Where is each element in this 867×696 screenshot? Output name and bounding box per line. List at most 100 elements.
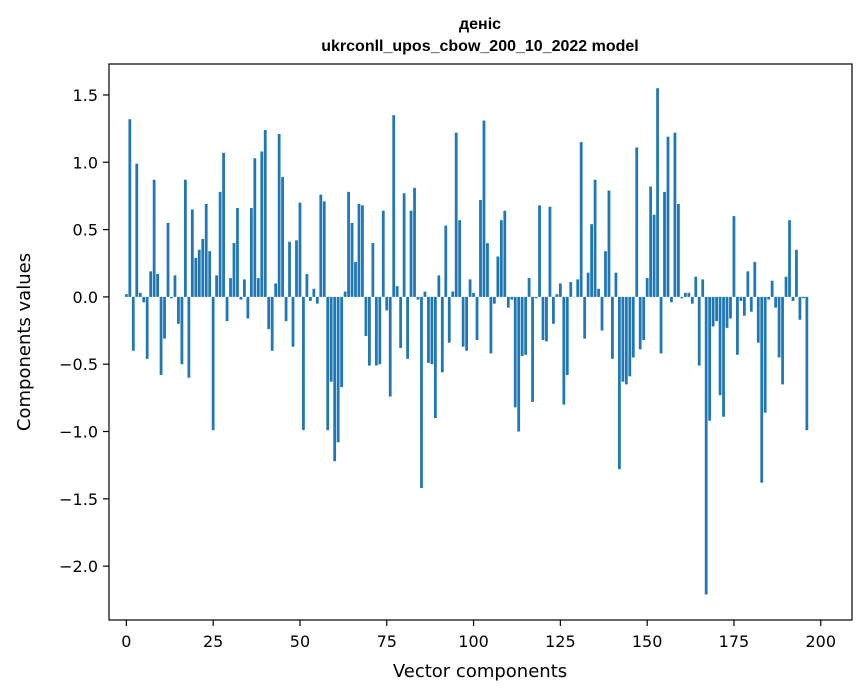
- x-tick-label: 200: [805, 632, 836, 651]
- x-tick-label: 50: [290, 632, 310, 651]
- bar-164: [694, 276, 698, 297]
- bar-124: [555, 294, 559, 297]
- bar-178: [742, 296, 746, 316]
- bar-16: [180, 296, 184, 365]
- bar-31: [232, 243, 236, 297]
- bar-42: [270, 296, 274, 351]
- x-tick-label: 150: [632, 632, 663, 651]
- bar-2: [131, 296, 135, 351]
- bar-181: [753, 261, 757, 297]
- bar-111: [510, 296, 514, 300]
- bar-20: [194, 257, 198, 297]
- bar-18: [187, 296, 191, 378]
- bar-134: [590, 224, 593, 297]
- bar-50: [298, 202, 302, 297]
- bar-72: [374, 296, 378, 366]
- bar-180: [749, 296, 753, 312]
- bar-40: [263, 129, 267, 297]
- plot-frame: [108, 63, 853, 621]
- bar-14: [173, 275, 177, 297]
- x-tick-label: 125: [545, 632, 576, 651]
- bar-186: [770, 280, 774, 297]
- bar-193: [795, 249, 798, 297]
- bar-146: [631, 296, 635, 358]
- bar-149: [642, 296, 646, 340]
- bar-56: [319, 194, 323, 297]
- bar-126: [562, 296, 566, 405]
- bar-107: [496, 256, 500, 297]
- bar-55: [315, 296, 319, 304]
- bar-153: [656, 88, 659, 297]
- bar-170: [715, 296, 718, 322]
- bar-183: [760, 296, 764, 483]
- bar-136: [597, 288, 600, 297]
- bar-53: [308, 296, 312, 301]
- bar-190: [784, 276, 788, 297]
- bar-176: [736, 296, 739, 355]
- bar-175: [732, 216, 736, 297]
- bar-25: [211, 296, 215, 431]
- bar-30: [229, 278, 232, 297]
- bar-63: [343, 291, 347, 297]
- bar-141: [614, 272, 618, 297]
- bar-36: [249, 208, 253, 297]
- bar-8: [152, 179, 156, 297]
- bar-114: [520, 296, 524, 357]
- bar-110: [506, 296, 510, 308]
- bar-188: [777, 296, 781, 358]
- bar-5: [142, 296, 146, 303]
- bar-65: [350, 222, 354, 297]
- bar-45: [281, 177, 284, 297]
- bar-177: [739, 296, 743, 301]
- bar-24: [208, 251, 212, 297]
- bar-39: [260, 151, 264, 297]
- bar-109: [503, 210, 507, 297]
- bar-60: [333, 296, 337, 462]
- bar-44: [277, 134, 281, 297]
- bar-119: [538, 205, 541, 297]
- bar-92: [444, 225, 448, 297]
- y-tick-label: −2.0: [59, 557, 98, 576]
- bar-151: [649, 186, 653, 297]
- bar-171: [718, 296, 722, 396]
- bar-27: [218, 191, 222, 297]
- x-tick-label: 0: [121, 632, 131, 651]
- bar-155: [663, 191, 666, 297]
- bar-61: [336, 296, 340, 443]
- bar-157: [670, 296, 673, 303]
- bar-13: [170, 296, 173, 299]
- bar-139: [607, 190, 611, 297]
- bar-93: [447, 296, 451, 343]
- bar-154: [659, 296, 663, 354]
- bar-7: [149, 271, 153, 297]
- bar-1: [128, 119, 132, 297]
- bar-3: [135, 163, 139, 297]
- bar-158: [673, 132, 677, 297]
- bar-166: [701, 279, 705, 297]
- bar-58: [326, 296, 330, 431]
- bar-130: [576, 279, 580, 297]
- x-axis: 0 25 50 75 100 125 150 175 200: [121, 620, 836, 651]
- bar-73: [378, 296, 382, 365]
- bar-174: [729, 296, 732, 319]
- bar-37: [253, 158, 257, 297]
- bar-34: [243, 279, 246, 297]
- bar-160: [680, 296, 684, 299]
- bar-98: [465, 296, 468, 351]
- y-tick-label: −1.0: [59, 423, 98, 442]
- bar-46: [284, 296, 288, 322]
- bar-102: [479, 199, 482, 297]
- bar-94: [451, 291, 455, 297]
- bar-132: [583, 296, 587, 339]
- bar-70: [368, 296, 371, 366]
- bar-162: [687, 292, 691, 297]
- bar-95: [454, 132, 458, 297]
- bar-87: [427, 296, 430, 363]
- bar-49: [295, 240, 298, 297]
- bar-38: [256, 278, 260, 297]
- bars-group: [124, 88, 809, 595]
- bar-125: [558, 283, 562, 297]
- bar-105: [489, 296, 493, 354]
- bar-161: [683, 292, 687, 297]
- bar-192: [791, 296, 795, 301]
